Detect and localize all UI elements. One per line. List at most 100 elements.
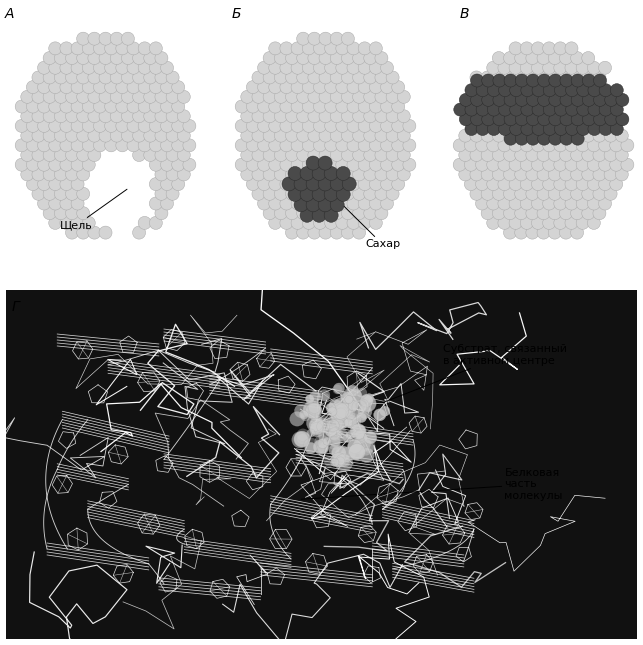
- Circle shape: [464, 139, 477, 152]
- Circle shape: [105, 119, 118, 132]
- Circle shape: [353, 431, 365, 442]
- Circle shape: [604, 129, 617, 142]
- Circle shape: [498, 103, 511, 116]
- Circle shape: [71, 158, 84, 171]
- Circle shape: [498, 84, 511, 97]
- Circle shape: [54, 148, 68, 161]
- Circle shape: [509, 61, 522, 74]
- Circle shape: [235, 100, 248, 113]
- Circle shape: [325, 42, 338, 55]
- Circle shape: [336, 166, 350, 181]
- Circle shape: [565, 61, 578, 74]
- Circle shape: [43, 90, 56, 103]
- Circle shape: [503, 148, 516, 161]
- Circle shape: [71, 139, 84, 152]
- Circle shape: [582, 52, 595, 64]
- Text: Субстрат, связанный
в активном центре: Субстрат, связанный в активном центре: [377, 344, 568, 404]
- Circle shape: [319, 129, 332, 142]
- Circle shape: [132, 129, 145, 142]
- Circle shape: [345, 413, 361, 429]
- Circle shape: [470, 187, 483, 201]
- Circle shape: [335, 446, 351, 461]
- Circle shape: [526, 148, 539, 161]
- Circle shape: [365, 393, 374, 402]
- Circle shape: [149, 177, 162, 191]
- Circle shape: [149, 100, 162, 113]
- Circle shape: [275, 52, 287, 64]
- Circle shape: [138, 139, 151, 152]
- Circle shape: [285, 110, 298, 123]
- Circle shape: [359, 395, 376, 412]
- Circle shape: [554, 61, 566, 74]
- Circle shape: [37, 61, 51, 74]
- Circle shape: [331, 453, 346, 467]
- Circle shape: [364, 148, 377, 161]
- Circle shape: [127, 139, 140, 152]
- Circle shape: [587, 61, 601, 74]
- Circle shape: [172, 81, 185, 94]
- Circle shape: [161, 61, 174, 74]
- Circle shape: [340, 457, 350, 467]
- Circle shape: [526, 187, 539, 201]
- Circle shape: [325, 217, 338, 230]
- Circle shape: [364, 206, 377, 220]
- Circle shape: [319, 32, 332, 45]
- Circle shape: [99, 52, 112, 64]
- Circle shape: [346, 431, 354, 439]
- Circle shape: [329, 436, 341, 447]
- Circle shape: [37, 119, 51, 132]
- Circle shape: [566, 123, 579, 135]
- Circle shape: [296, 32, 310, 45]
- Circle shape: [300, 166, 314, 181]
- Circle shape: [246, 100, 259, 113]
- Circle shape: [481, 148, 494, 161]
- Circle shape: [509, 177, 522, 191]
- Circle shape: [487, 84, 500, 97]
- Circle shape: [476, 123, 489, 135]
- Circle shape: [71, 61, 84, 74]
- Circle shape: [358, 100, 371, 113]
- Circle shape: [343, 397, 358, 413]
- Circle shape: [341, 168, 354, 181]
- Circle shape: [332, 446, 346, 460]
- Circle shape: [240, 129, 254, 142]
- Circle shape: [325, 158, 338, 171]
- Circle shape: [599, 61, 611, 74]
- Circle shape: [482, 94, 494, 106]
- Circle shape: [49, 100, 62, 113]
- Circle shape: [560, 94, 573, 106]
- Circle shape: [99, 90, 112, 103]
- Circle shape: [332, 419, 345, 431]
- Circle shape: [269, 158, 282, 171]
- Circle shape: [352, 187, 366, 201]
- Circle shape: [308, 148, 321, 161]
- Circle shape: [565, 139, 578, 152]
- Circle shape: [32, 148, 45, 161]
- Circle shape: [593, 94, 606, 106]
- Circle shape: [369, 119, 383, 132]
- Circle shape: [329, 428, 341, 441]
- Circle shape: [43, 168, 56, 181]
- Circle shape: [548, 226, 561, 239]
- Circle shape: [280, 217, 293, 230]
- Circle shape: [347, 100, 360, 113]
- Circle shape: [498, 139, 511, 152]
- Circle shape: [110, 71, 123, 84]
- Circle shape: [306, 177, 320, 191]
- Circle shape: [358, 61, 371, 74]
- Circle shape: [532, 61, 545, 74]
- Circle shape: [537, 187, 550, 201]
- Circle shape: [392, 81, 404, 94]
- Circle shape: [587, 158, 601, 171]
- Circle shape: [43, 129, 56, 142]
- Circle shape: [49, 217, 62, 230]
- Circle shape: [548, 187, 561, 201]
- Circle shape: [504, 74, 517, 87]
- Circle shape: [327, 407, 337, 416]
- Circle shape: [346, 417, 357, 428]
- Circle shape: [381, 158, 394, 171]
- Circle shape: [302, 100, 315, 113]
- Circle shape: [364, 52, 377, 64]
- Circle shape: [26, 158, 39, 171]
- Circle shape: [543, 158, 556, 171]
